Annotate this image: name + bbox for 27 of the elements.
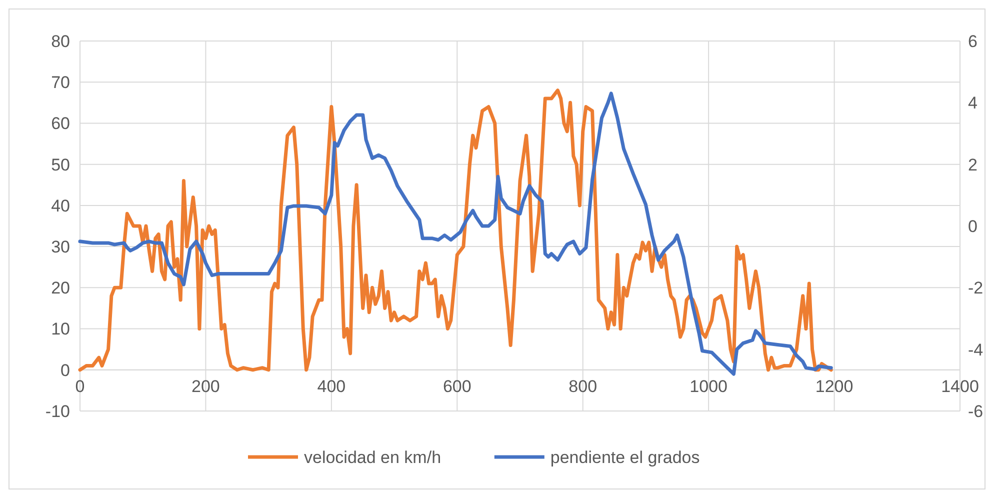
y2-tick-label: 6	[968, 32, 978, 51]
y-tick-label: 50	[51, 155, 70, 174]
y-tick-label: 40	[51, 196, 70, 216]
y-tick-label: 60	[51, 114, 70, 134]
x-tick-label: 1200	[815, 376, 854, 396]
legend-label: pendiente el grados	[550, 448, 700, 467]
x-tick-label: 600	[442, 376, 472, 396]
x-tick-label: 400	[317, 376, 346, 396]
y-tick-label: 70	[51, 73, 70, 92]
x-tick-label: 800	[568, 376, 598, 396]
y-tick-label: 30	[51, 238, 70, 257]
y-tick-label: 20	[51, 278, 70, 298]
legend-label: velocidad en km/h	[304, 448, 442, 467]
y2-tick-label: 2	[968, 155, 978, 174]
y-tick-label: 0	[60, 360, 70, 380]
y2-tick-label: -4	[968, 340, 984, 360]
y2-tick-label: -2	[968, 278, 984, 298]
y2-tick-label: 4	[968, 94, 978, 113]
y2-tick-label: -6	[968, 402, 984, 421]
x-tick-label: 1400	[941, 376, 979, 396]
x-tick-label: 200	[192, 376, 220, 396]
y-tick-label: 80	[51, 32, 70, 51]
y-tick-label: 10	[51, 320, 70, 339]
x-tick-label: 0	[75, 376, 85, 396]
y2-tick-label: 0	[968, 216, 978, 236]
y-tick-label: -10	[45, 402, 70, 421]
x-tick-label: 1000	[690, 376, 728, 396]
